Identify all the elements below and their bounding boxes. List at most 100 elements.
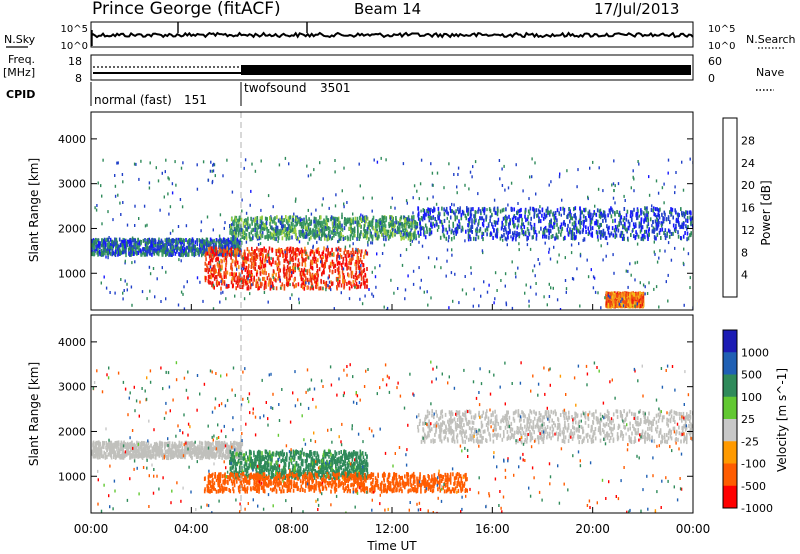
power-cell <box>230 280 233 285</box>
power-cell <box>288 218 291 223</box>
power-cell <box>355 247 357 251</box>
power-cell <box>542 216 545 221</box>
freq-tick-top: 18 <box>68 55 82 68</box>
power-cell <box>221 281 223 286</box>
power-cell <box>287 281 289 286</box>
power-cell <box>618 212 620 217</box>
power-cell <box>179 253 181 258</box>
power-cell <box>311 285 313 289</box>
power-cell <box>578 218 581 223</box>
power-cell <box>473 236 475 241</box>
power-cell <box>232 276 235 281</box>
power-cell <box>638 294 641 298</box>
power-cell <box>495 211 497 216</box>
power-cell <box>349 244 351 248</box>
power-cell <box>677 212 679 217</box>
cpid-segment-1-id: 151 <box>184 93 207 107</box>
power-cell <box>256 216 259 220</box>
power-cell <box>636 232 638 237</box>
power-cell <box>333 233 335 238</box>
power-cell <box>251 246 253 251</box>
power-cell <box>342 275 344 280</box>
power-cell <box>473 214 475 219</box>
power-cell <box>105 255 107 259</box>
power-cell <box>272 276 275 279</box>
power-cell <box>289 225 291 230</box>
power-cell <box>415 225 417 230</box>
power-cell <box>446 259 448 263</box>
power-cell <box>144 224 147 228</box>
power-cell <box>314 273 317 277</box>
power-cell <box>212 228 214 232</box>
power-cell <box>626 209 629 214</box>
power-cell <box>223 275 226 279</box>
power-cell <box>544 215 547 220</box>
power-cell <box>250 265 253 269</box>
power-cell <box>313 229 315 234</box>
power-cell <box>246 247 249 252</box>
power-cell <box>235 248 238 253</box>
power-cell <box>470 266 472 270</box>
power-cell <box>405 248 408 252</box>
power-cell <box>321 229 323 234</box>
power-cell <box>243 275 245 280</box>
power-cell <box>236 267 238 271</box>
power-cell <box>342 237 345 241</box>
power-cell <box>360 224 362 229</box>
power-cell <box>237 233 240 238</box>
power-cell <box>272 260 274 265</box>
power-cell <box>196 242 199 246</box>
power-cell <box>389 229 392 234</box>
power-cell <box>563 207 566 212</box>
power-cell <box>681 160 683 164</box>
power-cell <box>339 230 341 235</box>
power-cell <box>568 207 571 211</box>
power-cell <box>665 217 668 222</box>
power-cell <box>313 254 316 259</box>
power-cell <box>646 233 649 238</box>
power-cell <box>364 281 366 286</box>
power-cell <box>662 219 664 224</box>
power-cell <box>121 245 124 250</box>
power-cell <box>475 237 477 242</box>
power-cell <box>136 245 138 250</box>
power-cell <box>220 279 222 283</box>
power-cell <box>196 247 199 252</box>
power-cell <box>220 275 223 280</box>
power-cell <box>194 240 197 245</box>
power-cell <box>325 280 328 285</box>
power-cell <box>302 270 305 275</box>
power-cell <box>359 233 361 238</box>
power-cell <box>390 278 392 282</box>
power-cell <box>208 241 210 246</box>
power-cell <box>116 246 119 251</box>
power-cell <box>646 213 648 217</box>
power-cell <box>616 224 619 229</box>
power-cell <box>315 217 317 222</box>
power-cell <box>641 225 644 230</box>
power-cell <box>338 279 341 284</box>
power-cell <box>299 216 302 221</box>
power-cell <box>548 212 551 217</box>
power-cell <box>427 210 430 214</box>
power-cell <box>297 282 300 287</box>
power-cell <box>269 231 272 236</box>
power-cell <box>398 227 401 232</box>
power-cell <box>370 241 372 245</box>
power-cell <box>210 269 212 274</box>
power-cell <box>298 218 300 223</box>
power-cell <box>383 230 385 235</box>
power-cell <box>573 207 575 212</box>
power-cell <box>99 245 101 250</box>
power-cell <box>236 227 238 231</box>
power-cell <box>130 249 132 254</box>
power-cell <box>148 265 151 269</box>
power-cell <box>609 303 612 307</box>
power-cell <box>170 252 173 257</box>
power-cell <box>183 247 186 252</box>
power-cell <box>390 205 392 209</box>
power-cell <box>538 262 541 266</box>
power-cell <box>577 220 580 225</box>
power-cell <box>95 245 98 249</box>
power-cell <box>571 216 574 221</box>
